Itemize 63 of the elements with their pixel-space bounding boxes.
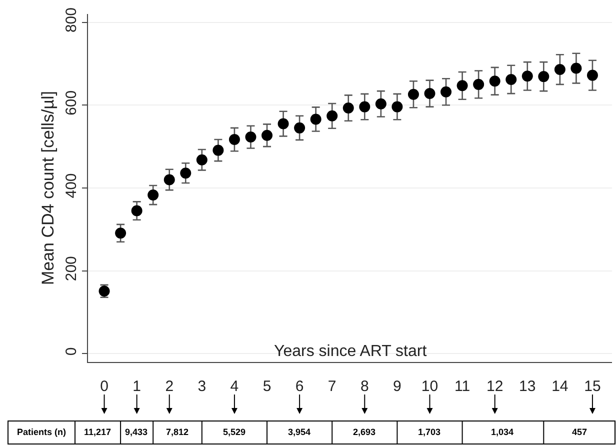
point bbox=[294, 122, 306, 134]
point bbox=[326, 110, 338, 122]
x-tick-label: 7 bbox=[328, 378, 336, 395]
x-tick-label: 11 bbox=[454, 378, 470, 395]
point bbox=[196, 154, 208, 166]
text: 1,034 bbox=[491, 427, 514, 437]
point bbox=[506, 74, 517, 85]
x-tick-label: 0 bbox=[100, 378, 108, 395]
point bbox=[342, 102, 354, 114]
x-tick-label: 5 bbox=[262, 378, 272, 395]
text: 1,703 bbox=[418, 427, 441, 437]
x-axis-title: Years since ART start bbox=[274, 343, 428, 360]
y-tick-label: 200 bbox=[63, 256, 80, 282]
point bbox=[278, 118, 289, 130]
text: 3,954 bbox=[288, 427, 311, 437]
point bbox=[262, 130, 273, 141]
point bbox=[570, 62, 582, 74]
x-tick-label: 10 bbox=[421, 378, 438, 395]
text: Patients (n) bbox=[17, 427, 66, 437]
point bbox=[408, 88, 419, 100]
y-tick-label: 800 bbox=[63, 8, 80, 33]
text: 7,812 bbox=[166, 427, 189, 437]
point bbox=[115, 228, 126, 239]
x-tick-label: 3 bbox=[198, 378, 206, 395]
x-tick-label: 8 bbox=[360, 378, 369, 395]
point bbox=[310, 114, 322, 125]
x-tick-label: 15 bbox=[584, 378, 601, 395]
point bbox=[375, 98, 386, 110]
x-tick-label: 4 bbox=[230, 378, 239, 395]
y-axis-title: Mean CD4 count [cells/µl] bbox=[38, 90, 58, 286]
point bbox=[131, 205, 142, 216]
point bbox=[473, 78, 484, 90]
x-tick-label: 2 bbox=[165, 378, 174, 395]
x-tick-label: 1 bbox=[132, 378, 141, 395]
point bbox=[245, 132, 256, 143]
point bbox=[359, 101, 370, 112]
point bbox=[180, 168, 192, 179]
point bbox=[228, 134, 240, 146]
text: 5,529 bbox=[223, 427, 246, 437]
point bbox=[456, 80, 468, 92]
y-tick-label: 0 bbox=[63, 347, 80, 356]
y-tick-label: 400 bbox=[63, 173, 80, 198]
y-tick-label: 600 bbox=[63, 90, 80, 116]
text: 11,217 bbox=[84, 427, 112, 437]
point bbox=[392, 101, 403, 112]
point bbox=[424, 88, 436, 100]
point bbox=[164, 174, 175, 186]
x-tick-label: 13 bbox=[519, 378, 536, 395]
point bbox=[148, 190, 159, 201]
point bbox=[538, 71, 550, 82]
text: 2,693 bbox=[353, 427, 376, 437]
x-tick-label: 9 bbox=[393, 378, 402, 395]
text: 457 bbox=[572, 427, 588, 437]
point bbox=[440, 86, 452, 98]
point bbox=[554, 64, 566, 76]
text: 9,433 bbox=[125, 427, 148, 437]
point bbox=[489, 76, 500, 87]
x-tick-label: 6 bbox=[295, 378, 304, 395]
point bbox=[522, 70, 533, 82]
point bbox=[212, 144, 224, 156]
point bbox=[586, 70, 598, 81]
x-tick-label: 14 bbox=[552, 378, 568, 395]
x-tick-label: 12 bbox=[486, 378, 504, 395]
